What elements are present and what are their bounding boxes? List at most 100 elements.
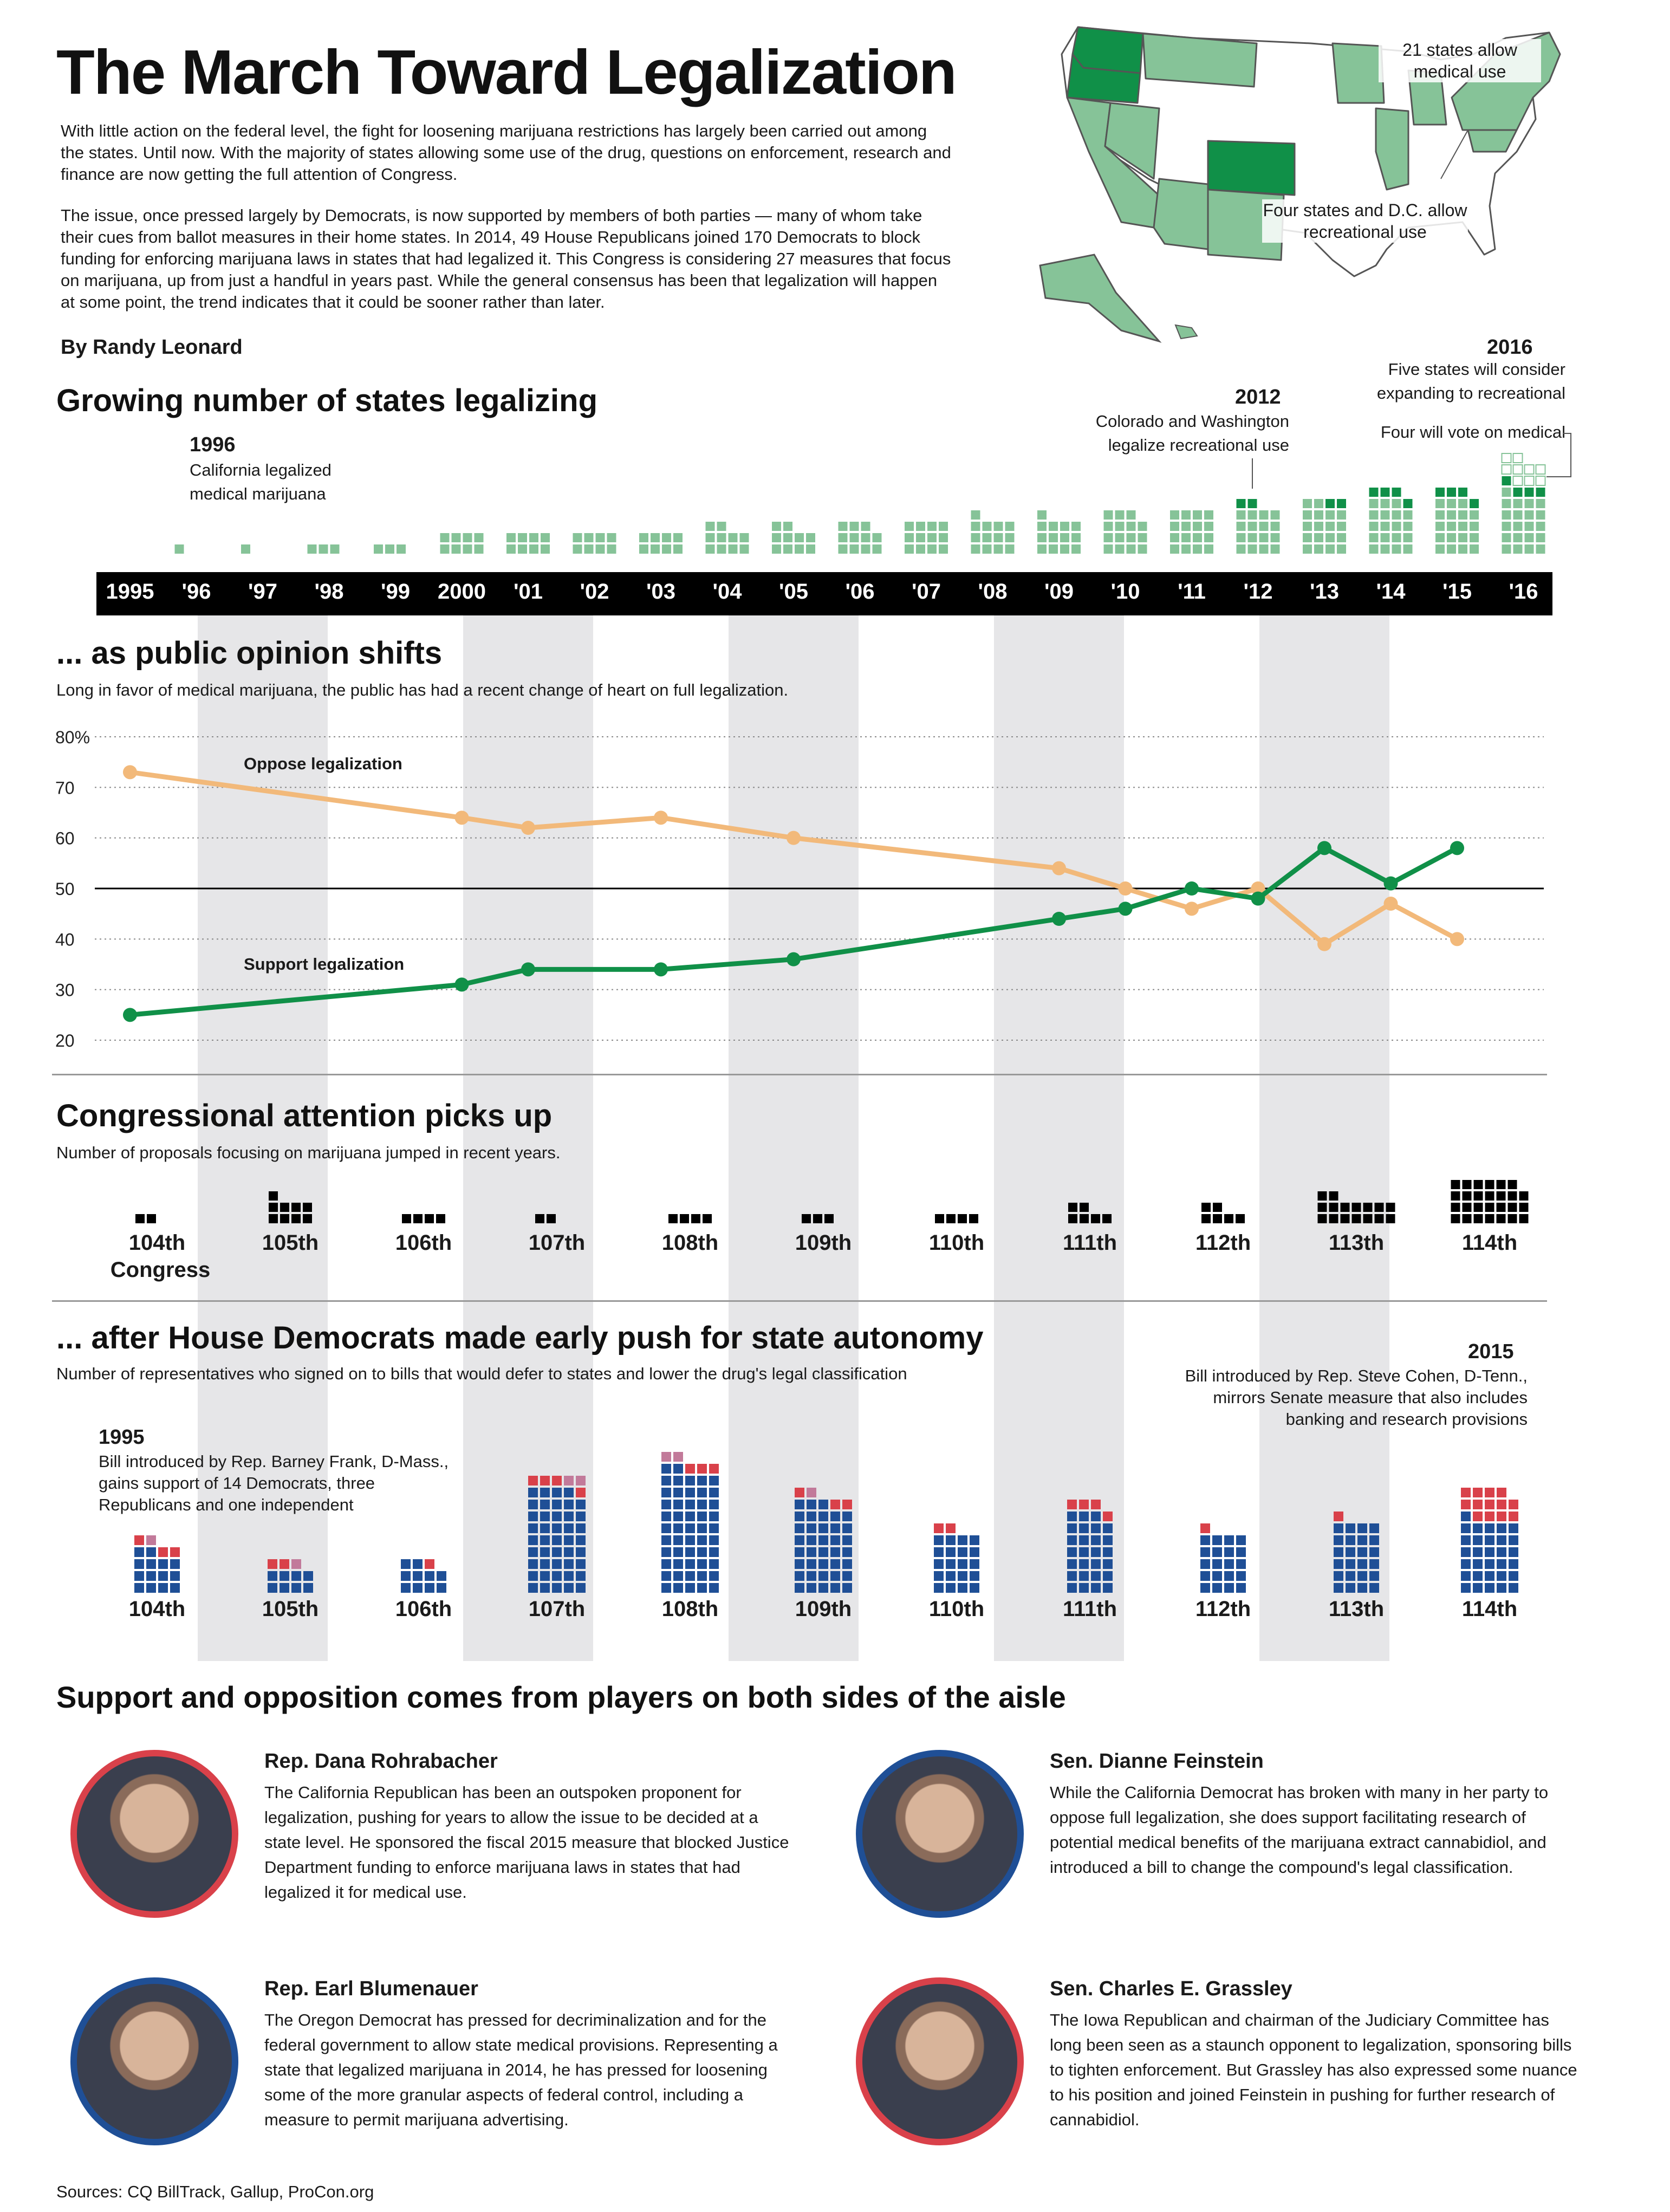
congress-label: 111th bbox=[1062, 1231, 1117, 1255]
democrat-square bbox=[697, 1583, 707, 1593]
autonomy-congress-label: 112th bbox=[1195, 1597, 1251, 1621]
democrat-square bbox=[540, 1523, 550, 1533]
congress-section-title: Congressional attention picks up bbox=[56, 1098, 553, 1133]
annotation-1996-text1: California legalized bbox=[190, 460, 332, 479]
democrat-square bbox=[134, 1547, 144, 1557]
timeline-tick: '07 bbox=[911, 580, 941, 604]
democrat-square bbox=[1079, 1571, 1089, 1581]
democrat-square bbox=[540, 1500, 550, 1509]
democrat-square bbox=[158, 1559, 168, 1569]
democrat-square bbox=[697, 1476, 707, 1486]
map-maryland-dc bbox=[1467, 129, 1518, 153]
democrat-square bbox=[170, 1571, 180, 1581]
democrat-square bbox=[134, 1559, 144, 1569]
oppose-point bbox=[1118, 881, 1133, 896]
democrat-square bbox=[1334, 1523, 1343, 1533]
autonomy-congress-label: 106th bbox=[395, 1597, 452, 1621]
oppose-point bbox=[521, 821, 535, 835]
democrat-square bbox=[1236, 1535, 1246, 1545]
democrat-square bbox=[1091, 1535, 1101, 1545]
opinion-section-title: ... as public opinion shifts bbox=[56, 635, 443, 671]
democrat-square bbox=[413, 1571, 423, 1581]
annotation-1996-year: 1996 bbox=[190, 433, 236, 456]
democrat-square bbox=[576, 1512, 586, 1521]
democrat-square bbox=[576, 1523, 586, 1533]
democrat-square bbox=[685, 1476, 695, 1486]
democrat-square bbox=[958, 1571, 967, 1581]
annotation-1995-text3: Republicans and one independent bbox=[99, 1495, 354, 1514]
congress-label: 104th bbox=[128, 1231, 186, 1255]
democrat-square bbox=[1509, 1559, 1518, 1569]
republican-square bbox=[697, 1464, 707, 1474]
democrat-square bbox=[1473, 1571, 1483, 1581]
democrat-square bbox=[830, 1559, 840, 1569]
democrat-square bbox=[673, 1476, 683, 1486]
democrat-square bbox=[576, 1535, 586, 1545]
democrat-square bbox=[1091, 1547, 1101, 1557]
democrat-square bbox=[709, 1476, 719, 1486]
democrat-square bbox=[1357, 1535, 1367, 1545]
democrat-square bbox=[1334, 1559, 1343, 1569]
democrat-square bbox=[958, 1535, 967, 1545]
proposal-square bbox=[1329, 1203, 1338, 1212]
proposal-square bbox=[1317, 1191, 1327, 1201]
support-point bbox=[1317, 841, 1331, 855]
portrait-2 bbox=[70, 1977, 238, 2145]
proposal-square bbox=[1507, 1191, 1517, 1201]
congress-label: 107th bbox=[528, 1231, 586, 1255]
democrat-square bbox=[564, 1535, 574, 1545]
democrat-square bbox=[685, 1571, 695, 1581]
democrat-square bbox=[661, 1523, 671, 1533]
democrat-square bbox=[830, 1535, 840, 1545]
democrat-square bbox=[830, 1523, 840, 1533]
democrat-square bbox=[673, 1523, 683, 1533]
democrat-square bbox=[661, 1583, 671, 1593]
democrat-square bbox=[413, 1583, 423, 1593]
democrat-square bbox=[552, 1535, 562, 1545]
democrat-square bbox=[1224, 1535, 1234, 1545]
democrat-square bbox=[1509, 1523, 1518, 1533]
democrat-square bbox=[1473, 1559, 1483, 1569]
democrat-square bbox=[970, 1571, 979, 1581]
democrat-square bbox=[685, 1583, 695, 1593]
support-point bbox=[1450, 841, 1464, 855]
annotation-2016-year: 2016 bbox=[1487, 336, 1533, 359]
proposal-square bbox=[935, 1214, 944, 1223]
democrat-square bbox=[1497, 1523, 1506, 1533]
democrat-square bbox=[1067, 1535, 1077, 1545]
proposal-square bbox=[691, 1214, 700, 1223]
democrat-square bbox=[1200, 1547, 1210, 1557]
democrat-square bbox=[661, 1512, 671, 1521]
democrat-square bbox=[268, 1571, 277, 1581]
democrat-square bbox=[1067, 1583, 1077, 1593]
democrat-square bbox=[1103, 1571, 1113, 1581]
democrat-square bbox=[291, 1583, 301, 1593]
oppose-point bbox=[123, 765, 137, 780]
page-title: The March Toward Legalization bbox=[56, 37, 957, 107]
proposal-square bbox=[1507, 1180, 1517, 1189]
democrat-square bbox=[709, 1559, 719, 1569]
person-bio: The Iowa Republican and chairman of the … bbox=[1050, 2010, 1577, 2129]
timeline-tick: '11 bbox=[1178, 580, 1206, 604]
democrat-square bbox=[709, 1512, 719, 1521]
proposal-square bbox=[1462, 1203, 1472, 1212]
democrat-square bbox=[807, 1512, 816, 1521]
democrat-square bbox=[673, 1464, 683, 1474]
democrat-square bbox=[1091, 1512, 1101, 1521]
republican-square bbox=[540, 1476, 550, 1486]
democrat-square bbox=[830, 1512, 840, 1521]
democrat-square bbox=[540, 1571, 550, 1581]
proposal-square bbox=[291, 1214, 301, 1223]
opinion-section-subtitle: Long in favor of medical marijuana, the … bbox=[56, 680, 789, 699]
congress-note: Congress bbox=[110, 1258, 211, 1282]
proposal-square bbox=[802, 1214, 811, 1223]
opinion-ytick: 20 bbox=[55, 1031, 75, 1050]
democrat-square bbox=[1461, 1512, 1471, 1521]
sources-note: Sources: CQ BillTrack, Gallup, ProCon.or… bbox=[56, 2182, 374, 2201]
map-nevada bbox=[1104, 102, 1160, 180]
oppose-point bbox=[1450, 932, 1464, 946]
democrat-square bbox=[697, 1500, 707, 1509]
democrat-square bbox=[830, 1571, 840, 1581]
annotation-1995-text2: gains support of 14 Democrats, three bbox=[99, 1474, 375, 1493]
democrat-square bbox=[1236, 1547, 1246, 1557]
